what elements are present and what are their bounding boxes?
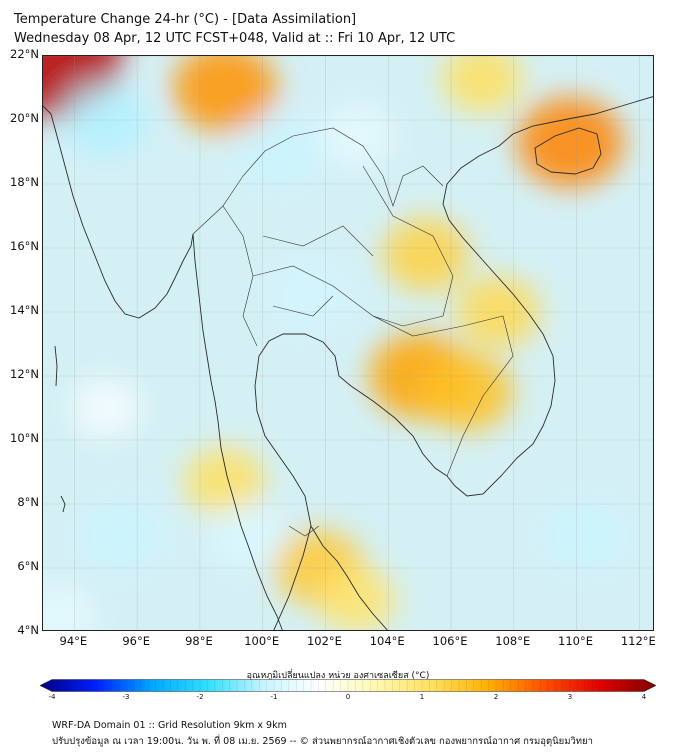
border-provinces-2: [262, 225, 374, 257]
temperature-field: [43, 56, 627, 630]
longitude-label: 112°E: [620, 634, 656, 648]
field-anomaly-10: [317, 566, 397, 630]
latitude-label: 10°N: [10, 431, 39, 445]
admin-borders: [192, 127, 514, 537]
map-subtitle: Wednesday 08 Apr, 12 UTC FCST+048, Valid…: [14, 31, 456, 46]
longitude-label: 102°E: [306, 634, 342, 648]
field-anomaly-13: [320, 105, 394, 167]
colorbar-tick-label: 1: [419, 693, 425, 701]
graticule: [43, 56, 653, 630]
colorbar-bar: [40, 679, 656, 692]
longitude-label: 96°E: [122, 634, 150, 648]
nicobar-islands: [60, 495, 66, 513]
field-anomaly-19: [43, 585, 96, 630]
field-anomaly-7: [456, 276, 541, 348]
myanmar-west-coast: [43, 105, 194, 319]
colorbar: [40, 679, 656, 692]
gulf-of-thailand-coast: [254, 333, 448, 630]
footer-credit: ปรับปรุงข้อมูล ณ เวลา 19:00น. วัน พ. ที่…: [52, 736, 593, 747]
colorbar-tick-label: 3: [567, 693, 573, 701]
field-anomaly-9: [184, 447, 266, 517]
border-provinces-1: [252, 265, 374, 317]
longitude-label: 104°E: [369, 634, 405, 648]
colorbar-tick-label: -1: [270, 693, 278, 701]
longitude-label: 106°E: [432, 634, 468, 648]
colorbar-tick-label: -3: [122, 693, 130, 701]
field-anomaly-15: [80, 501, 163, 571]
latitude-label: 8°N: [17, 495, 39, 509]
china-south-coast: [512, 96, 653, 135]
border-north: [192, 127, 444, 235]
field-anomaly-16: [545, 501, 627, 571]
footer-model-info: WRF-DA Domain 01 :: Grid Resolution 9km …: [52, 720, 287, 731]
longitude-label: 110°E: [558, 634, 594, 648]
longitude-label: 98°E: [185, 634, 213, 648]
latitude-label: 16°N: [10, 239, 39, 253]
field-anomaly-0: [43, 56, 123, 119]
longitude-label: 100°E: [244, 634, 280, 648]
longitude-label: 94°E: [59, 634, 88, 648]
vietnam-coast: [442, 133, 556, 497]
latitude-label: 20°N: [10, 111, 39, 125]
latitude-label: 12°N: [10, 367, 39, 381]
coastlines: [43, 96, 653, 630]
malay-east-coast: [310, 525, 388, 630]
hainan-island: [534, 127, 602, 175]
field-anomaly-4: [382, 217, 470, 292]
colorbar-tick-label: 0: [345, 693, 351, 701]
andaman-coast: [192, 233, 283, 630]
latitude-label: 4°N: [17, 623, 39, 637]
latitude-label: 14°N: [10, 303, 39, 317]
longitude-label: 108°E: [495, 634, 531, 648]
field-anomaly-3: [441, 56, 523, 113]
colorbar-tick-label: 4: [641, 693, 647, 701]
field-anomaly-11: [63, 84, 148, 156]
field-anomaly-18: [72, 379, 140, 437]
colorbar-tick-label: -2: [196, 693, 204, 701]
map-title: Temperature Change 24-hr (°C) - [Data As…: [14, 12, 357, 27]
latitude-label: 6°N: [17, 559, 39, 573]
latitude-label: 22°N: [10, 47, 39, 61]
field-anomaly-1: [173, 56, 277, 133]
colorbar-tick-label: -4: [48, 693, 56, 701]
colorbar-title: อุณหภูมิเปลี่ยนแปลง หน่วย องศาเซลเซียส (…: [246, 671, 430, 681]
field-anomaly-6: [420, 352, 513, 432]
field-anomaly-2: [517, 97, 624, 188]
border-provinces-3: [272, 295, 334, 317]
andaman-islands: [54, 345, 58, 387]
temperature-change-map: [42, 55, 654, 631]
colorbar-tick-label: 2: [493, 693, 499, 701]
border-mekong: [362, 165, 454, 327]
border-cambodia: [372, 315, 514, 477]
field-anomaly-17: [209, 503, 285, 569]
border-thai-malay: [288, 525, 320, 537]
map-canvas: [43, 56, 653, 630]
field-anomaly-14: [270, 262, 349, 330]
latitude-label: 18°N: [10, 175, 39, 189]
field-anomaly-12: [237, 117, 319, 187]
